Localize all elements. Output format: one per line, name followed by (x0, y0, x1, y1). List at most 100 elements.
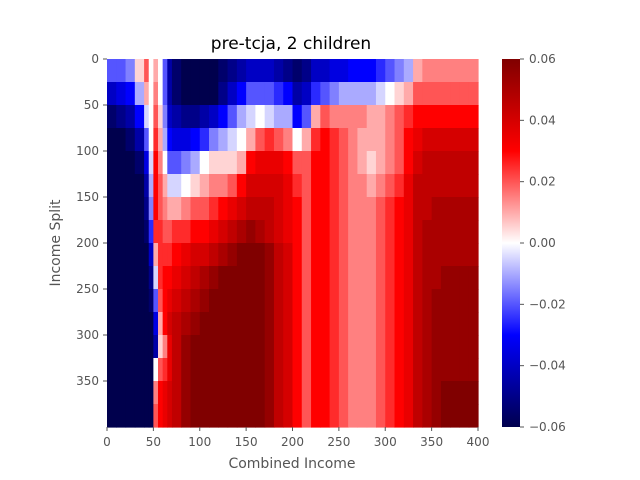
heatmap-cell (283, 358, 294, 382)
heatmap-cell (236, 381, 247, 405)
heatmap-cell (431, 128, 442, 152)
heatmap-cell (403, 220, 414, 244)
heatmap-cell (134, 151, 145, 175)
heatmap-cell (171, 404, 182, 428)
heatmap-cell (329, 174, 340, 198)
heatmap-cell (338, 266, 349, 290)
heatmap-cell (162, 266, 168, 290)
heatmap-cell (459, 174, 470, 198)
heatmap-cell (218, 358, 229, 382)
heatmap-cell (144, 197, 150, 221)
heatmap-cell (158, 105, 164, 129)
heatmap-cell (348, 381, 359, 405)
heatmap-cell (227, 243, 238, 267)
heatmap-cell (107, 59, 117, 83)
heatmap-cell (167, 266, 173, 290)
heatmap-cell (236, 197, 247, 221)
heatmap-cell (236, 266, 247, 290)
heatmap-cell (450, 243, 461, 267)
heatmap-cell (171, 312, 182, 336)
heatmap-cell (273, 82, 284, 106)
heatmap-cell (246, 404, 257, 428)
heatmap-cell (338, 59, 349, 83)
heatmap-cell (158, 82, 164, 106)
heatmap-cell (468, 220, 479, 244)
heatmap-cell (422, 289, 433, 313)
heatmap-cell (422, 220, 433, 244)
heatmap-cell (366, 197, 377, 221)
heatmap-cell (375, 128, 386, 152)
heatmap-cell (450, 59, 461, 83)
heatmap-cell (283, 404, 294, 428)
heatmap-cell (413, 105, 423, 129)
heatmap-cell (273, 174, 284, 198)
heatmap-cell (246, 243, 257, 267)
heatmap-cell (348, 174, 359, 198)
heatmap-cell (167, 151, 173, 175)
heatmap-cell (283, 105, 294, 129)
heatmap-cell (236, 289, 247, 313)
heatmap-cell (264, 335, 275, 359)
heatmap-cell (283, 59, 294, 83)
heatmap-cell (311, 358, 321, 382)
heatmap-cell (450, 381, 461, 405)
heatmap-cell (320, 358, 331, 382)
heatmap-cell (190, 151, 201, 175)
heatmap-cell (158, 404, 164, 428)
heatmap-cell (403, 289, 414, 313)
heatmap-cell (431, 105, 442, 129)
heatmap-cell (167, 128, 173, 152)
heatmap-cell (125, 174, 136, 198)
heatmap-cell (153, 128, 159, 152)
heatmap-cell (413, 312, 423, 336)
heatmap-cell (209, 59, 219, 83)
heatmap-cell (431, 151, 442, 175)
heatmap-cell (394, 220, 405, 244)
colorbar: 0.06 0.04 0.02 0.00 −0.02 −0.04 −0.06 (502, 52, 566, 434)
heatmap-cell (311, 381, 321, 405)
heatmap-cell (338, 381, 349, 405)
heatmap-cell (190, 404, 201, 428)
heatmap-cell (107, 128, 117, 152)
heatmap-cell (394, 289, 405, 313)
heatmap-cell (348, 82, 359, 106)
heatmap-cell (375, 335, 386, 359)
heatmap-cell (162, 381, 168, 405)
heatmap-cell (450, 105, 461, 129)
heatmap-cell (153, 105, 159, 129)
heatmap-cell (403, 312, 414, 336)
heatmap-cell (255, 59, 266, 83)
heatmap-cell (394, 151, 405, 175)
heatmap-cell (116, 358, 127, 382)
heatmap-cell (301, 358, 312, 382)
heatmap-cell (246, 266, 257, 290)
heatmap-cell (264, 128, 275, 152)
heatmap-cell (422, 128, 433, 152)
heatmap-cell (171, 128, 182, 152)
heatmap-cell (468, 289, 479, 313)
heatmap-cell (450, 174, 461, 198)
heatmap-cell (255, 197, 266, 221)
heatmap-cell (158, 243, 164, 267)
heatmap-cell (125, 404, 136, 428)
heatmap-cell (366, 82, 377, 106)
heatmap-cell (134, 358, 145, 382)
heatmap-cell (459, 358, 470, 382)
heatmap-cell (375, 266, 386, 290)
heatmap-cell (301, 243, 312, 267)
x-axis-label: Combined Income (228, 456, 355, 472)
heatmap-cell (116, 312, 127, 336)
heatmap-cell (338, 358, 349, 382)
heatmap-cell (413, 128, 423, 152)
heatmap-cell (459, 404, 470, 428)
heatmap-cell (311, 82, 321, 106)
heatmap-cell (385, 404, 396, 428)
heatmap-cell (107, 243, 117, 267)
heatmap-cell (148, 243, 154, 267)
heatmap-cell (440, 312, 451, 336)
heatmap-cell (227, 128, 238, 152)
heatmap-cell (403, 128, 414, 152)
heatmap-cell (311, 105, 321, 129)
heatmap-cell (158, 381, 164, 405)
heatmap-cell (394, 335, 405, 359)
